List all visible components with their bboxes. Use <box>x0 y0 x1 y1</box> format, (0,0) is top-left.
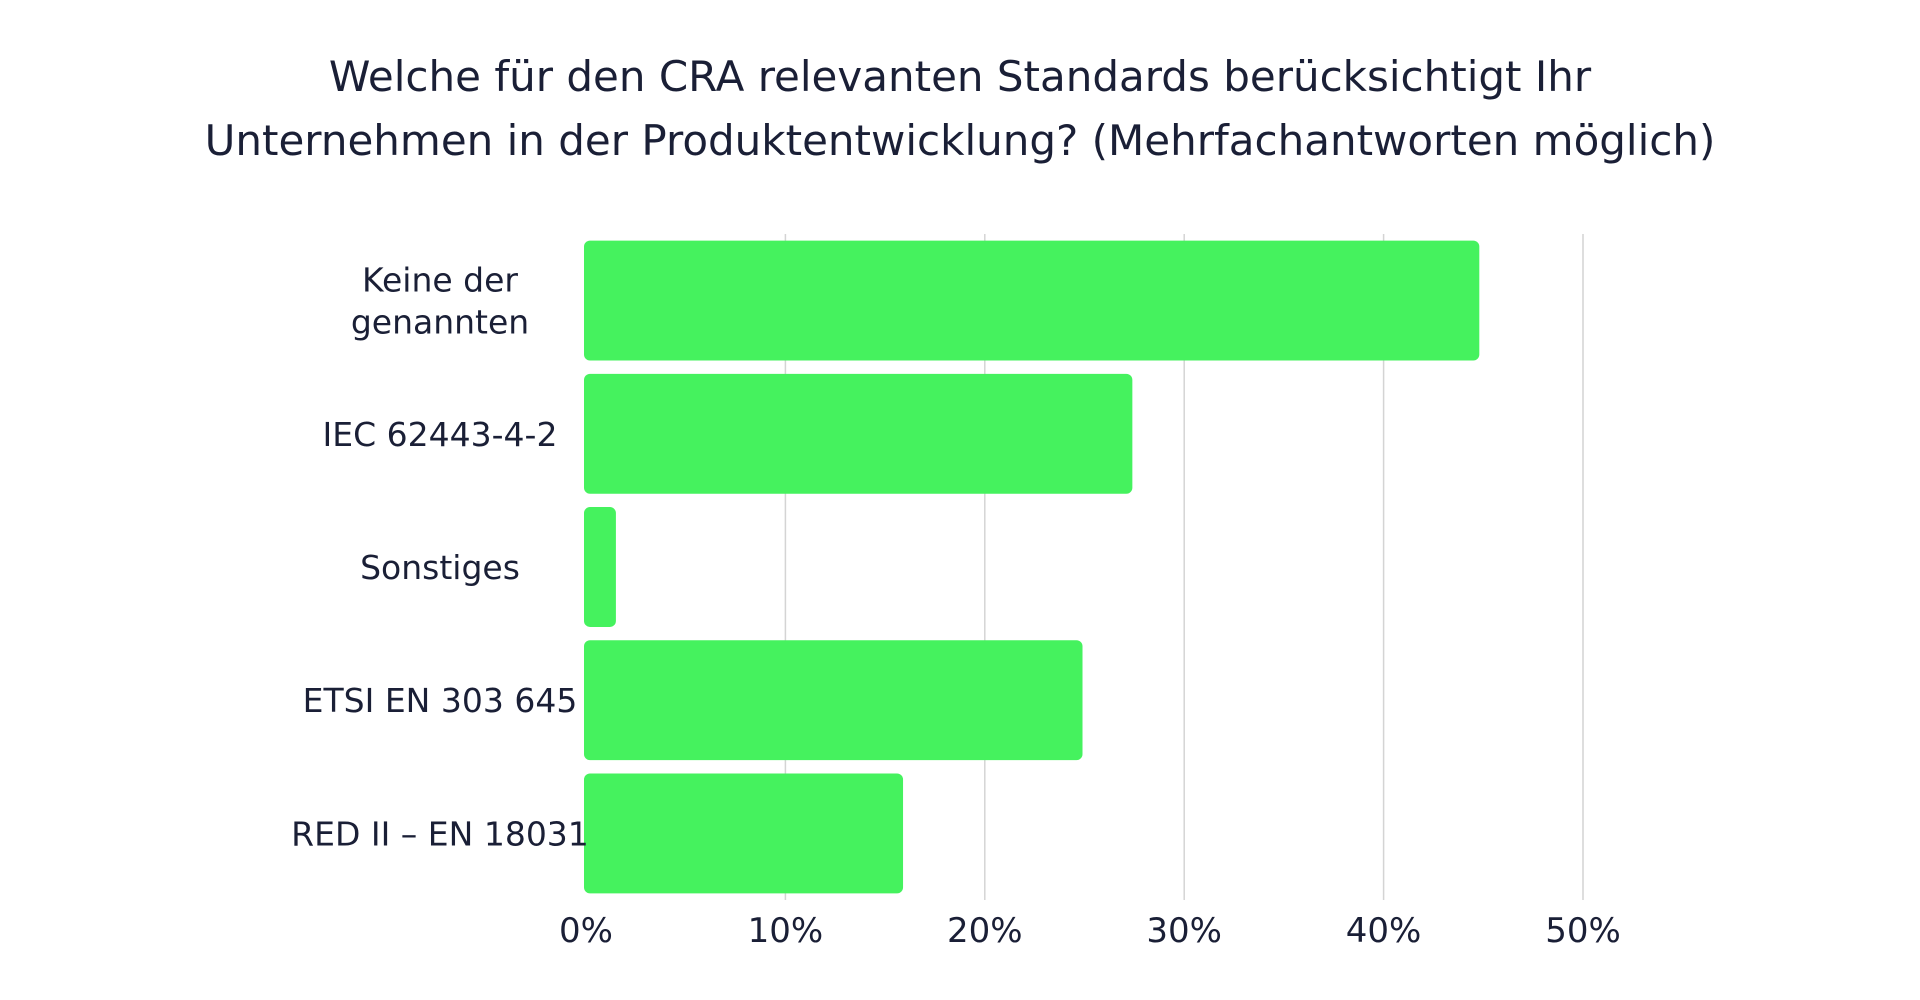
chart-title-line-2: Unternehmen in der Produktentwicklung? (… <box>204 116 1716 165</box>
chart-title: Welche für den CRA relevanten Standards … <box>0 45 1920 173</box>
x-tick-label: 30% <box>1146 911 1222 951</box>
x-tick-label: 40% <box>1346 911 1422 951</box>
category-label: Sonstiges <box>360 548 520 587</box>
x-tick-label: 0% <box>559 911 613 951</box>
bar <box>584 373 1133 494</box>
x-tick-label: 10% <box>748 911 824 951</box>
x-tick-label: 50% <box>1545 911 1621 951</box>
x-tick-label: 20% <box>947 911 1023 951</box>
chart-title-line-1: Welche für den CRA relevanten Standards … <box>328 52 1592 101</box>
bar <box>584 507 616 627</box>
category-label: RED II – EN 18031 <box>291 814 589 853</box>
bar <box>584 773 904 894</box>
category-label: ETSI EN 303 645 <box>303 681 578 720</box>
category-labels: Keine der genannten IEC 62443-4-2 Sonstiges… <box>291 261 589 854</box>
x-axis-ticks: 0% 10% 20% 30% 40% 50% <box>559 911 1621 951</box>
bar <box>584 240 1480 361</box>
bars <box>584 240 1480 894</box>
category-label: IEC 62443-4-2 <box>323 415 558 454</box>
bar <box>584 640 1083 761</box>
category-label: Keine der genannten <box>351 261 529 342</box>
